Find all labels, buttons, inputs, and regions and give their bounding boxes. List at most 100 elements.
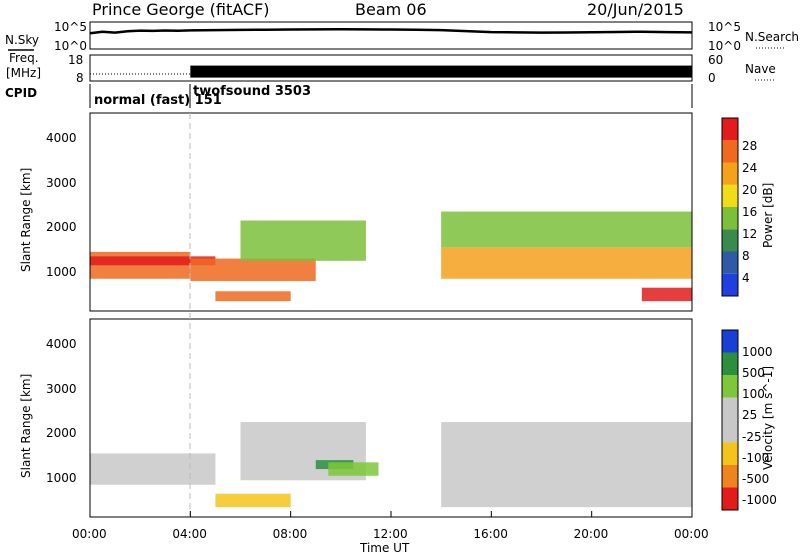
velocity-cbar-tick-neg1000: -1000 [742,493,777,507]
power-ytick-2000: 2000 [46,220,77,234]
power-panel-frame [89,112,693,312]
freq-ytick-top: 18 [68,53,83,67]
power-ytick-1000: 1000 [46,265,77,279]
noise-ytick-left-bottom: 10^0 [54,39,87,53]
power-ytick-4000: 4000 [46,131,77,145]
velocity-cbar-swatch-2 [722,375,738,398]
power-region-7 [641,287,692,302]
cpid-entry-twofsound: twofsound 3503 [193,84,311,99]
power-panel: Slant Range [km] 1000 2000 3000 4000 [19,112,693,312]
velocity-cbar-swatch-0 [722,330,738,353]
velocity-ytick-3000: 3000 [46,382,77,396]
freq-label-line2: [MHz] [6,66,41,80]
velocity-cbar-swatch-5 [722,442,738,465]
noise-panel: 10^5 10^0 10^5 10^0 [54,20,741,53]
x-tick-label-1: 04:00 [172,527,207,541]
x-tick-label-6: 00:00 [674,527,709,541]
velocity-heatmap-cells [90,422,692,508]
power-region-5 [441,247,692,279]
velocity-cbar-tick-100: 100 [742,387,765,401]
date-label: 20/Jun/2015 [587,0,684,19]
power-cbar-tick-28: 28 [742,139,757,153]
freq-label-line1: Freq. [9,51,39,65]
velocity-panel: Slant Range [km] 1000 2000 3000 4000 [19,318,693,518]
power-cbar-tick-24: 24 [742,161,757,175]
power-region-3 [215,291,291,302]
power-colorbar: 28 24 20 16 12 8 4 Power [dB] [721,117,775,297]
power-region-1 [90,256,216,266]
x-tick-label-2: 08:00 [273,527,308,541]
power-ytick-3000: 3000 [46,176,77,190]
cpid-panel: normal (fast) 151 twofsound 3503 [89,84,693,108]
power-colorbar-label: Power [dB] [761,183,775,248]
noise-series-line [89,28,693,35]
frequency-panel: 18 8 60 0 [68,53,723,85]
power-cbar-swatch-3 [722,207,738,230]
velocity-cbar-tick-neg25: -25 [742,430,762,444]
power-cbar-tick-20: 20 [742,183,757,197]
beam-label: Beam 06 [355,0,427,19]
nave-label: Nave [745,62,776,76]
power-colorbar-frame [721,117,739,297]
velocity-cbar-tick-neg500: -500 [742,472,769,486]
power-cbar-swatch-0 [722,273,738,296]
power-cbar-swatch-5 [722,162,738,185]
noise-ytick-right-top: 10^5 [708,20,741,34]
frequency-segment-twofsound [190,65,693,78]
power-cbar-tick-16: 16 [742,205,757,219]
noise-ytick-right-bottom: 10^0 [708,39,741,53]
velocity-ytick-2000: 2000 [46,426,77,440]
velocity-colorbar-frame [721,329,739,511]
velocity-region-4 [328,462,379,476]
plot-title: Prince George (fitACF) [92,0,270,19]
power-cbar-swatch-6 [722,140,738,163]
power-colorbar-swatches [722,118,738,296]
power-cbar-tick-4: 4 [742,271,750,285]
velocity-colorbar-swatches [722,330,738,510]
cpid-entry-normal: normal (fast) 151 [94,93,222,108]
velocity-region-5 [441,422,692,508]
nsearch-label: N.Search [745,30,799,44]
velocity-cbar-tick-1000: 1000 [742,345,773,359]
velocity-ylabel: Slant Range [km] [19,374,33,478]
noise-panel-frame [89,21,693,50]
time-axis: 00:00 04:00 08:00 12:00 16:00 20:00 00:00 [72,511,709,541]
velocity-colorbar: 1000 500 100 25 -25 -100 -500 -1000 Velo… [721,329,777,511]
nave-ytick-top: 60 [708,53,723,67]
velocity-cbar-swatch-7 [722,487,738,510]
power-cbar-tick-12: 12 [742,227,757,241]
x-tick-label-0: 00:00 [72,527,107,541]
nave-ytick-bottom: 0 [708,71,716,85]
power-cbar-swatch-4 [722,184,738,207]
power-region-4 [240,220,366,261]
power-cbar-tick-8: 8 [742,249,750,263]
x-tick-label-4: 16:00 [473,527,508,541]
velocity-cbar-swatch-1 [722,352,738,375]
velocity-region-1 [215,493,291,508]
power-region-2 [190,258,316,281]
x-tick-label-5: 20:00 [574,527,609,541]
velocity-cbar-tick-500: 500 [742,366,765,380]
velocity-ytick-1000: 1000 [46,471,77,485]
frequency-series [90,65,693,78]
velocity-colorbar-label: Velocity [m s^-1] [761,366,775,470]
velocity-cbar-swatch-3 [722,397,738,420]
velocity-ytick-4000: 4000 [46,337,77,351]
power-heatmap-cells [90,211,692,302]
freq-ytick-bottom: 8 [76,71,84,85]
power-cbar-swatch-2 [722,229,738,252]
velocity-region-0 [90,453,216,485]
velocity-cbar-swatch-4 [722,420,738,443]
cpid-label: CPID [5,86,37,100]
x-tick-label-3: 12:00 [373,527,408,541]
nsky-label: N.Sky [5,33,39,47]
power-cbar-swatch-1 [722,251,738,274]
x-axis-label: Time UT [359,541,410,554]
power-cbar-swatch-7 [722,118,738,141]
velocity-cbar-tick-neg100: -100 [742,451,769,465]
velocity-cbar-swatch-6 [722,465,738,488]
power-ylabel: Slant Range [km] [19,168,33,272]
velocity-cbar-tick-25: 25 [742,408,757,422]
power-region-6 [441,211,692,248]
